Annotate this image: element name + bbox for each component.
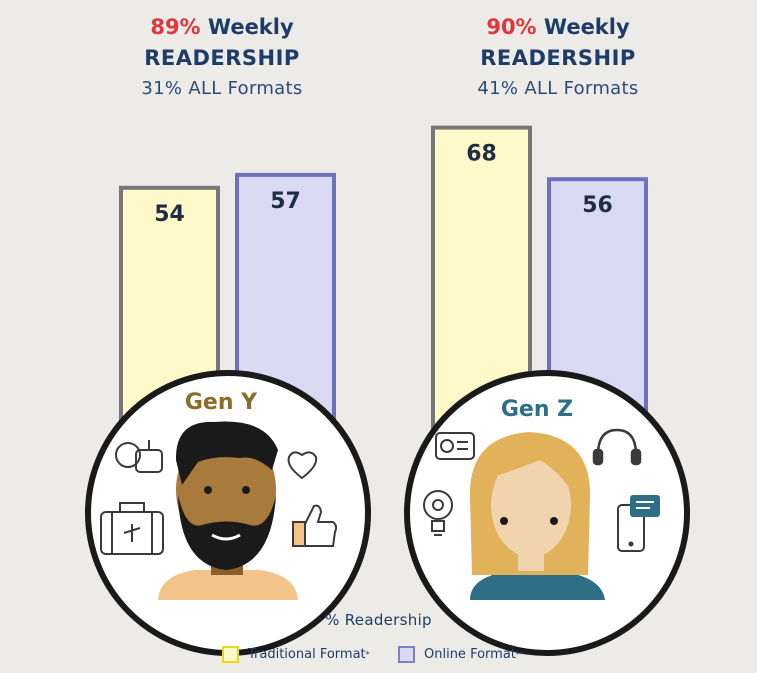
legend-title: % Readership (325, 611, 432, 629)
legend-traditional-mark: * (365, 650, 370, 659)
gen-y-man-illustration (158, 421, 298, 600)
bar-value-gen-z-online: 56 (582, 193, 613, 218)
gen-z-woman-illustration (469, 432, 605, 600)
legend-traditional-label: Traditional Format (248, 647, 366, 662)
online-swatch (398, 646, 415, 663)
gen-y-weekly-pct: 89% (150, 15, 201, 39)
gen-y-readership-label: READERSHIP (144, 46, 300, 70)
gen-y-all-formats: 31% ALL Formats (141, 78, 303, 99)
phone-chat-icon (617, 495, 660, 552)
gen-z-label: Gen Z (501, 397, 573, 422)
legend-item-traditional: Traditional Format * (222, 646, 370, 663)
bar-value-gen-y-online: 57 (270, 189, 301, 214)
heart-icon (287, 451, 318, 480)
lightbulb-gear-icon (423, 490, 453, 536)
contact-card-icon (435, 432, 475, 460)
traditional-swatch (222, 646, 239, 663)
gen-y-weekly-line: 89% Weekly (92, 12, 352, 43)
legend-online-label: Online Format (424, 647, 516, 662)
headphones-icon (592, 428, 642, 466)
gen-y-header: 89% Weekly READERSHIP 31% ALL Formats (92, 12, 352, 104)
bar-value-gen-y-traditional: 54 (154, 202, 185, 227)
legend-item-online: Online Format ** (398, 646, 524, 663)
gen-z-weekly-word: Weekly (543, 15, 630, 39)
toiletry-bag-icon (115, 440, 163, 473)
gen-y-weekly-word: Weekly (207, 15, 294, 39)
bar-value-gen-z-traditional: 68 (466, 142, 497, 167)
thumbs-up-icon (292, 504, 338, 547)
gen-z-weekly-pct: 90% (486, 15, 537, 39)
legend-online-mark: ** (515, 650, 524, 659)
gen-z-header: 90% Weekly READERSHIP 41% ALL Formats (428, 12, 688, 104)
gen-y-label: Gen Y (185, 390, 258, 415)
gen-z-all-formats: 41% ALL Formats (477, 78, 639, 99)
suitcase-icon (100, 502, 164, 555)
gen-z-weekly-line: 90% Weekly (428, 12, 688, 43)
gen-z-readership-label: READERSHIP (480, 46, 636, 70)
